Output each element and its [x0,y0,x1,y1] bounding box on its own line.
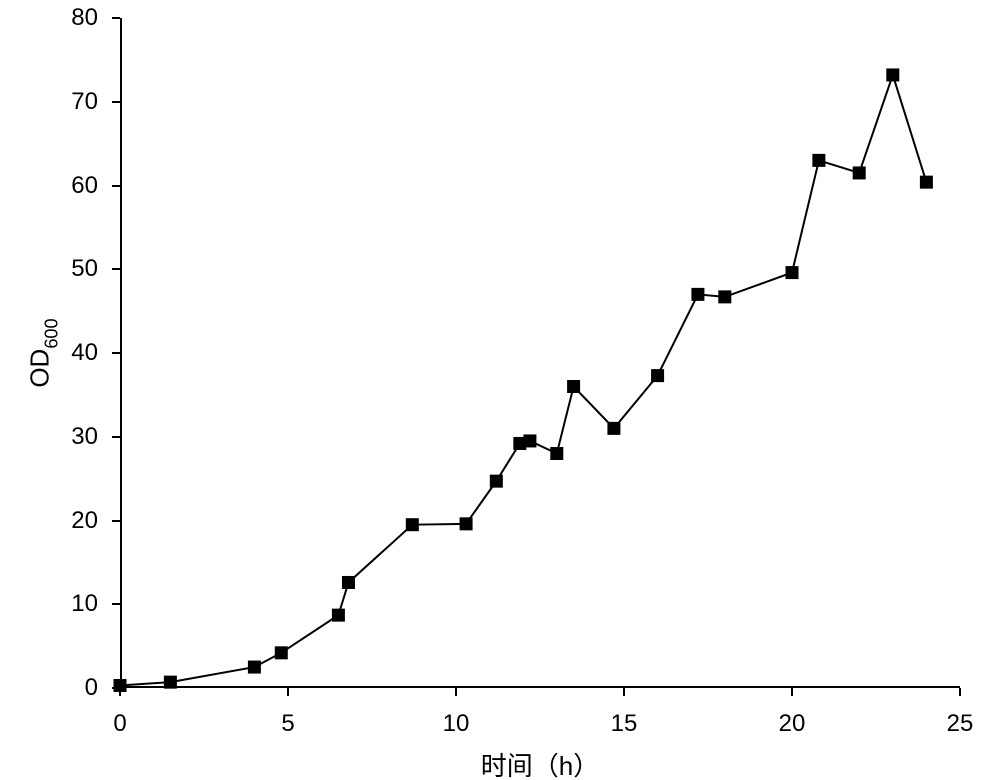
y-tick [112,185,120,187]
y-tick [112,17,120,19]
x-tick-label: 15 [611,710,638,738]
y-axis-title-main: OD [24,349,54,388]
x-tick-label: 20 [779,710,806,738]
y-tick-label: 70 [71,88,98,116]
y-tick-label: 60 [71,172,98,200]
y-tick [112,101,120,103]
y-tick [112,352,120,354]
y-tick-label: 30 [71,423,98,451]
x-tick [119,688,121,696]
x-tick-label: 5 [281,710,294,738]
y-tick-label: 0 [85,674,98,702]
y-tick [112,687,120,689]
x-tick-label: 0 [113,710,126,738]
y-tick-label: 40 [71,339,98,367]
y-tick [112,520,120,522]
x-axis-title: 时间（h） [481,746,599,780]
y-axis-title: OD600 [24,318,59,387]
x-tick-label: 10 [443,710,470,738]
plot-area [120,18,960,688]
x-tick [455,688,457,696]
y-tick-label: 80 [71,4,98,32]
x-tick [959,688,961,696]
y-tick [112,603,120,605]
y-tick-label: 20 [71,507,98,535]
x-tick [287,688,289,696]
x-tick [791,688,793,696]
y-tick-label: 10 [71,590,98,618]
od600-growth-chart: OD600 时间（h） 0 5 10 15 20 25 0 10 20 30 40 50 60 70 80 [0,0,1000,780]
y-tick [112,268,120,270]
y-axis-title-sub: 600 [41,318,61,348]
y-tick-label: 50 [71,255,98,283]
y-tick [112,436,120,438]
x-tick-label: 25 [947,710,974,738]
x-tick [623,688,625,696]
